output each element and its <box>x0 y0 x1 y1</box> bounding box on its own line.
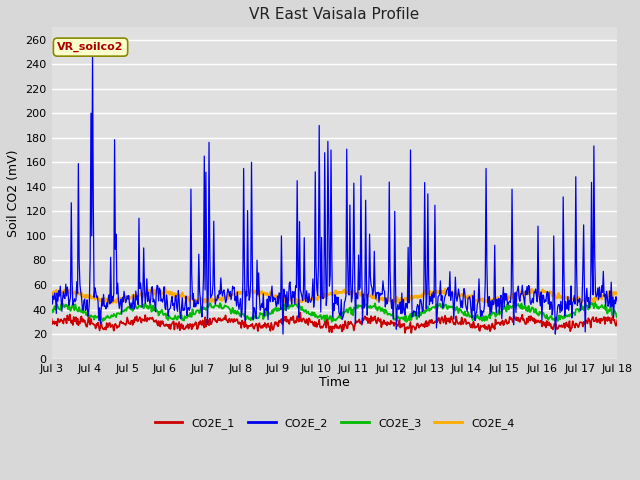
CO2E_4 <box>205 298 213 304</box>
CO2E_1 <box>48 316 56 322</box>
CO2E_4 <box>161 285 169 290</box>
Line: CO2E_4: CO2E_4 <box>52 288 618 303</box>
CO2E_3 <box>421 310 429 316</box>
CO2E_3 <box>116 311 124 317</box>
CO2E_2 <box>175 288 182 294</box>
CO2E_2 <box>58 308 66 314</box>
CO2E_4 <box>422 291 429 297</box>
CO2E_4 <box>106 300 114 306</box>
CO2E_1 <box>405 325 413 331</box>
Line: CO2E_3: CO2E_3 <box>52 301 618 322</box>
CO2E_3 <box>58 304 66 310</box>
CO2E_1 <box>58 318 66 324</box>
CO2E_3 <box>173 316 181 322</box>
CO2E_1 <box>116 319 124 325</box>
CO2E_1 <box>401 330 409 336</box>
Y-axis label: Soil CO2 (mV): Soil CO2 (mV) <box>7 149 20 237</box>
CO2E_3 <box>591 299 598 304</box>
CO2E_4 <box>117 296 125 302</box>
CO2E_2 <box>48 291 56 297</box>
CO2E_2 <box>405 300 413 306</box>
CO2E_2 <box>204 291 212 297</box>
CO2E_2 <box>614 300 621 306</box>
Title: VR East Vaisala Profile: VR East Vaisala Profile <box>250 7 420 22</box>
CO2E_4 <box>614 291 621 297</box>
CO2E_4 <box>58 289 66 295</box>
CO2E_4 <box>175 292 183 298</box>
Line: CO2E_1: CO2E_1 <box>52 312 618 333</box>
X-axis label: Time: Time <box>319 376 350 389</box>
CO2E_1 <box>173 326 181 332</box>
CO2E_3 <box>204 304 211 310</box>
CO2E_3 <box>404 317 412 323</box>
CO2E_1 <box>204 316 211 322</box>
CO2E_4 <box>405 297 413 302</box>
CO2E_4 <box>48 293 56 299</box>
Line: CO2E_2: CO2E_2 <box>52 52 618 334</box>
CO2E_1 <box>296 310 304 315</box>
CO2E_3 <box>614 313 621 319</box>
CO2E_1 <box>614 316 621 322</box>
CO2E_2 <box>279 331 287 337</box>
Text: VR_soilco2: VR_soilco2 <box>57 42 124 52</box>
CO2E_1 <box>422 319 429 325</box>
CO2E_2 <box>422 268 429 274</box>
CO2E_2 <box>89 49 97 55</box>
CO2E_3 <box>321 319 328 325</box>
CO2E_3 <box>48 310 56 315</box>
Legend: CO2E_1, CO2E_2, CO2E_3, CO2E_4: CO2E_1, CO2E_2, CO2E_3, CO2E_4 <box>150 414 519 434</box>
CO2E_2 <box>117 296 125 302</box>
